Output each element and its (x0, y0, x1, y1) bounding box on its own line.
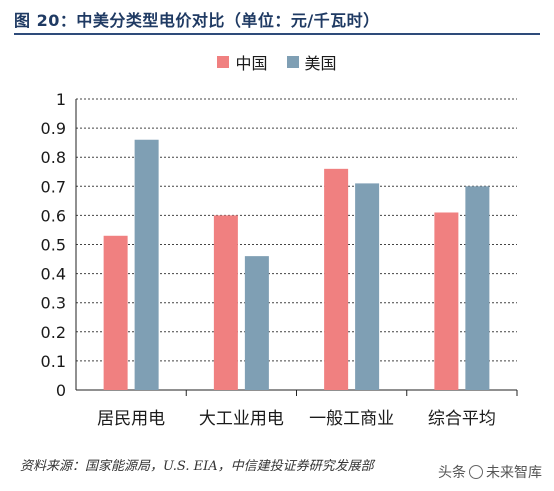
watermark-logo-icon (469, 465, 483, 479)
y-tick-label: 0.2 (41, 323, 66, 342)
bar-usa (134, 139, 159, 390)
y-tick-label: 0.7 (41, 177, 66, 196)
y-tick-label: 0.4 (41, 265, 66, 284)
y-tick-label: 0.6 (41, 206, 66, 225)
watermark: 头条 未来智库 (438, 462, 542, 482)
source-note: 资料来源：国家能源局，U.S. EIA，中信建投证券研究发展部 (20, 459, 374, 474)
bar-usa (355, 183, 380, 390)
y-tick-label: 0 (56, 381, 66, 400)
watermark-prefix: 头条 (438, 465, 466, 481)
bar-china (213, 215, 238, 390)
x-tick-label: 综合平均 (428, 409, 496, 429)
legend-label-usa: 美国 (304, 54, 337, 73)
chart-title: 图 20：中美分类型电价对比（单位：元/千瓦时） (14, 11, 380, 30)
legend-label-china: 中国 (235, 54, 268, 73)
x-tick-label: 大工业用电 (199, 409, 284, 429)
y-tick-label: 1 (56, 90, 66, 109)
y-tick-label: 0.1 (41, 352, 66, 371)
title-divider (14, 33, 540, 35)
y-tick-label: 0.9 (41, 119, 66, 138)
chart-legend: 中国 美国 (0, 50, 554, 74)
bar-china (434, 212, 459, 390)
y-tick-label: 0.3 (41, 294, 66, 313)
bar-china (324, 168, 349, 390)
bar-china (103, 235, 128, 390)
bar-usa (244, 256, 269, 390)
x-tick-label: 居民用电 (97, 409, 165, 429)
y-tick-label: 0.5 (41, 236, 66, 255)
bar-usa (465, 186, 490, 390)
x-tick-label: 一般工商业 (309, 409, 394, 429)
legend-item-usa: 美国 (286, 50, 337, 74)
legend-swatch-usa (286, 56, 299, 68)
legend-swatch-china (217, 56, 230, 68)
legend-item-china: 中国 (217, 50, 267, 74)
watermark-text: 未来智库 (486, 465, 542, 481)
y-tick-label: 0.8 (41, 148, 66, 167)
